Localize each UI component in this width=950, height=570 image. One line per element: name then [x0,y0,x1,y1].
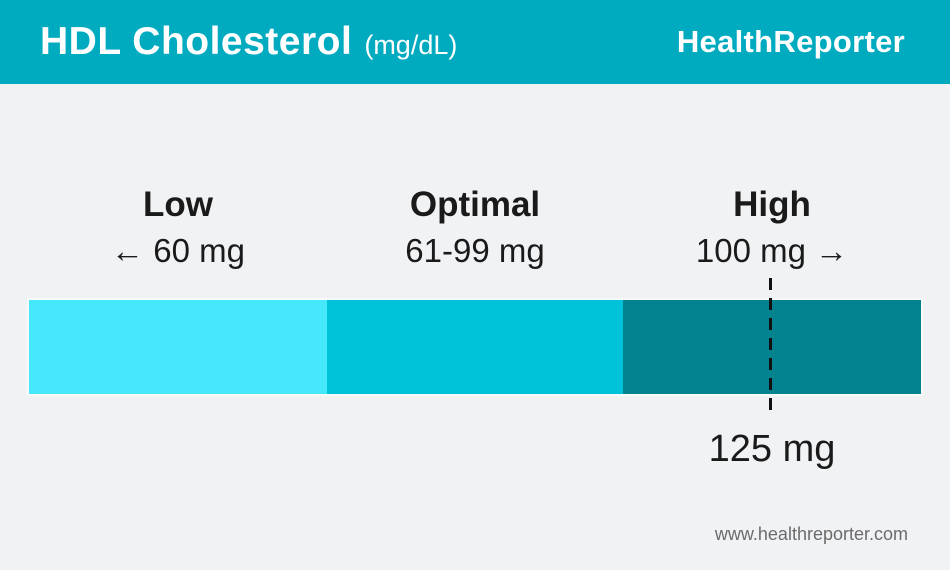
page-title: HDL Cholesterol (mg/dL) [40,20,457,64]
bar-segment-optimal [326,300,624,394]
website-url: www.healthreporter.com [714,524,908,544]
range-name: Low [143,185,213,224]
range-values: ← 60 mg [111,232,245,269]
range-label-optimal: Optimal 61-99 mg [325,182,625,274]
range-values: 100 mg → [695,232,849,269]
range-name: High [733,185,811,224]
cholesterol-scale-bar [29,300,921,394]
header-bar: HDL Cholesterol (mg/dL) HealthReporter [0,0,950,84]
brand-logo: HealthReporter [676,24,905,59]
marker-dashed-line [769,278,772,414]
marker-value-label: 125 mg [708,428,836,470]
title-unit: (mg/dL) [364,30,458,60]
range-label-high: High 100 mg → [622,182,922,274]
range-name: Optimal [409,185,541,224]
range-label-low: Low ← 60 mg [28,182,328,274]
range-values: 61-99 mg [405,232,545,269]
title-text: HDL Cholesterol [40,20,353,63]
bar-segment-high [623,300,921,394]
bar-segment-low [29,300,327,394]
